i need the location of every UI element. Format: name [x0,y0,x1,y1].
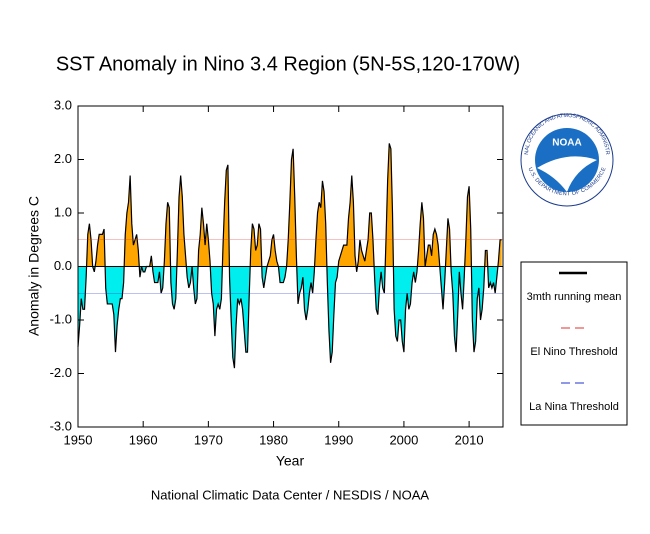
x-tick-label: 1950 [64,432,93,447]
logo-ring-text: NATIONAL OCEANIC AND ATMOSPHERIC ADMINIS… [0,0,610,155]
x-axis-label: Year [276,453,305,469]
x-tick-label: 1980 [259,432,288,447]
chart-title: SST Anomaly in Nino 3.4 Region (5N-5S,12… [56,53,520,75]
noaa-logo: NOAA NATIONAL OCEANIC AND ATMOSPHERIC AD… [0,0,614,207]
y-tick-label: 1.0 [54,204,72,219]
x-tick-label: 1960 [129,432,158,447]
y-axis-label: Anomaly in Degrees C [26,196,42,336]
y-tick-label: 0.0 [54,258,72,273]
legend-label: El Nino Threshold [530,346,617,358]
y-tick-label: -3.0 [50,418,72,433]
y-tick-label: -2.0 [50,365,72,380]
running-mean-line [77,143,502,369]
legend-label: 3mth running mean [527,291,622,303]
legend-box [520,261,628,426]
logo-bird [537,156,597,192]
logo-ring-top: NATIONAL OCEANIC AND ATMOSPHERIC ADMINIS… [0,0,610,155]
logo-text: NOAA [552,138,581,149]
x-tick-label: 2010 [455,432,484,447]
x-tick-label: 1990 [324,432,353,447]
y-tick-label: -1.0 [50,311,72,326]
y-tick-label: 2.0 [54,151,72,166]
footer: National Climatic Data Center / NESDIS /… [151,487,429,502]
negative-area [78,266,502,369]
x-tick-label: 1970 [194,432,223,447]
legend-label: La Nina Threshold [529,401,619,413]
x-tick-label: 2000 [389,432,418,447]
positive-area [78,143,502,267]
y-tick-label: 3.0 [54,97,72,112]
